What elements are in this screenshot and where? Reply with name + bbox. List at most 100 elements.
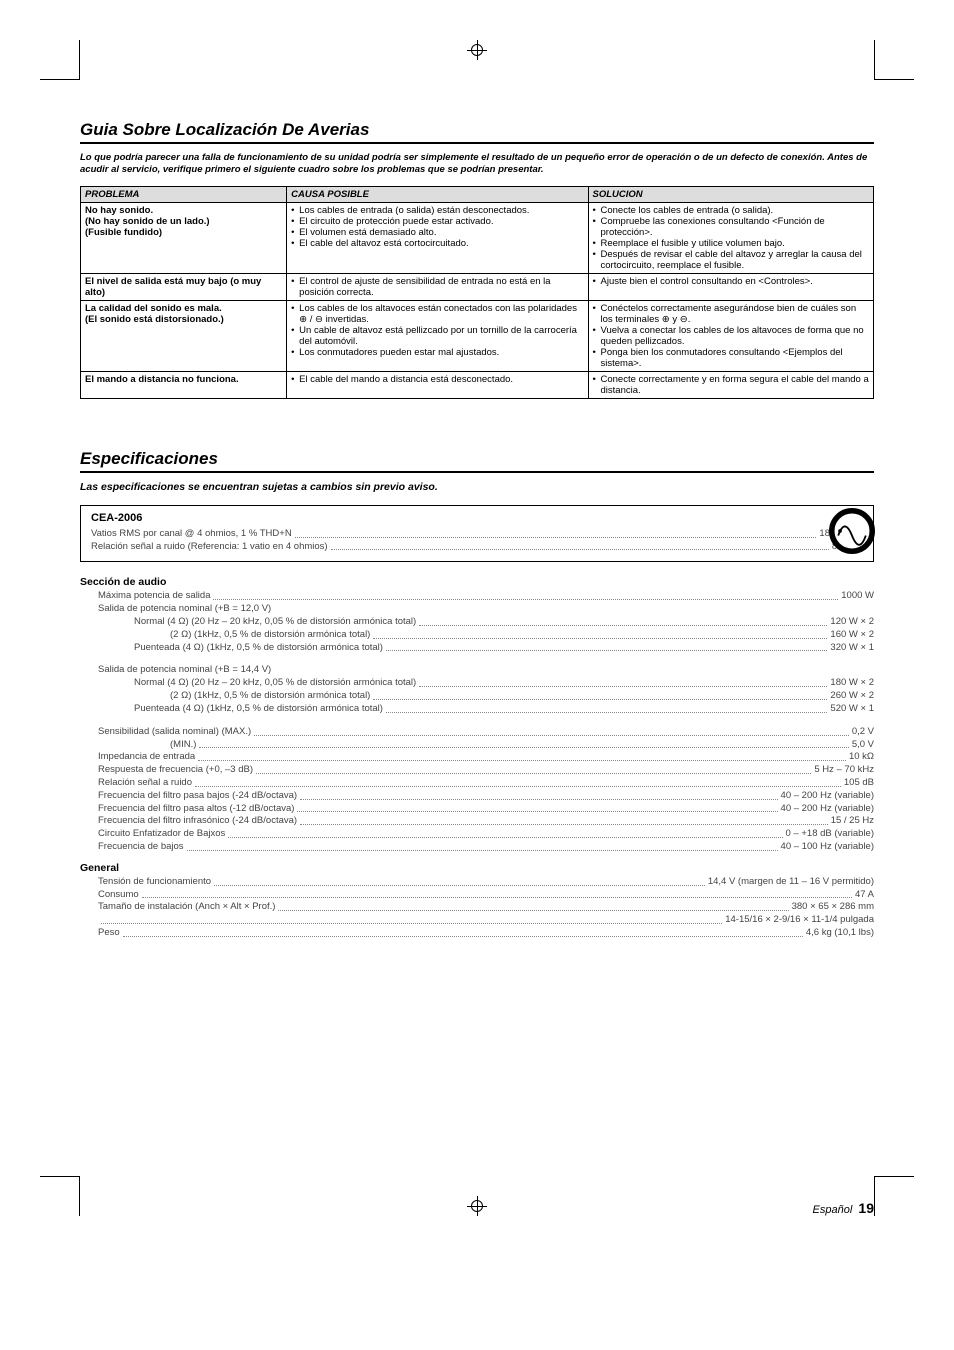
spec-line: Peso 4,6 kg (10,1 lbs) (80, 927, 874, 940)
spec-line: Frecuencia del filtro pasa altos (-12 dB… (80, 803, 874, 816)
crop-mark-tl (40, 40, 80, 80)
cause-cell: El control de ajuste de sensibilidad de … (287, 273, 588, 300)
cea-title: CEA-2006 (91, 512, 863, 524)
spec-label: Consumo (98, 889, 139, 902)
spec-line: Sensibilidad (salida nominal) (MAX.) 0,2 … (80, 726, 874, 739)
spec-label: Puenteada (4 Ω) (1kHz, 0,5 % de distorsi… (134, 642, 383, 655)
spec-line: Circuito Enfatizador de Bajxos 0 – +18 dB… (80, 828, 874, 841)
spec-line: Frecuencia del filtro infrasónico (-24 d… (80, 815, 874, 828)
problem-cell: La calidad del sonido es mala.(El sonido… (81, 300, 287, 371)
spec-line: Relación señal a ruido 105 dB (80, 777, 874, 790)
spec-value: 40 – 200 Hz (variable) (781, 803, 874, 816)
spec-value: 1000 W (841, 590, 874, 603)
header-cause: CAUSA POSIBLE (287, 186, 588, 202)
spec-label: (2 Ω) (1kHz, 0,5 % de distorsión armónic… (170, 629, 370, 642)
spec-label: Frecuencia del filtro pasa altos (-12 dB… (98, 803, 294, 816)
spec-line: (2 Ω) (1kHz, 0,5 % de distorsión armónic… (80, 629, 874, 642)
crop-mark-bl (40, 1176, 80, 1216)
spec-value: 0,2 V (852, 726, 874, 739)
solution-cell: Conecte correctamente y en forma segura … (588, 371, 874, 398)
spec-label: Circuito Enfatizador de Bajxos (98, 828, 225, 841)
spec-value: 160 W × 2 (830, 629, 874, 642)
spec-value: 14,4 V (margen de 11 – 16 V permitido) (708, 876, 874, 889)
solution-cell: Ajuste bien el control consultando en <C… (588, 273, 874, 300)
spec-line: Puenteada (4 Ω) (1kHz, 0,5 % de distorsi… (80, 703, 874, 716)
solution-cell: Conecte los cables de entrada (o salida)… (588, 202, 874, 273)
spec-label: Salida de potencia nominal (+B = 12,0 V) (98, 603, 271, 616)
spec-line: Salida de potencia nominal (+B = 12,0 V) (80, 603, 874, 616)
spec-line: Relación señal a ruido (Referencia: 1 va… (91, 541, 863, 554)
spec-label: Relación señal a ruido (98, 777, 192, 790)
spec-label: Salida de potencia nominal (+B = 14,4 V) (98, 664, 271, 677)
footer-page-number: 19 (858, 1200, 874, 1216)
registration-mark-bottom (467, 1196, 487, 1216)
spec-label: Frecuencia del filtro pasa bajos (-24 dB… (98, 790, 297, 803)
spec-value: 520 W × 1 (830, 703, 874, 716)
header-problem: PROBLEMA (81, 186, 287, 202)
spec-label: Normal (4 Ω) (20 Hz – 20 kHz, 0,05 % de … (134, 616, 416, 629)
spec-line: Vatios RMS por canal @ 4 ohmios, 1 % THD… (91, 528, 863, 541)
spec-line: Normal (4 Ω) (20 Hz – 20 kHz, 0,05 % de … (80, 677, 874, 690)
cea-box: CEA-2006 Vatios RMS por canal @ 4 ohmios… (80, 505, 874, 563)
spec-label: Frecuencia del filtro infrasónico (-24 d… (98, 815, 297, 828)
spec-label: (2 Ω) (1kHz, 0,5 % de distorsión armónic… (170, 690, 370, 703)
spec-value: 0 – +18 dB (variable) (786, 828, 874, 841)
spec-label: Tamaño de instalación (Anch × Alt × Prof… (98, 901, 275, 914)
troubleshooting-table: PROBLEMA CAUSA POSIBLE SOLUCION No hay s… (80, 186, 874, 399)
spec-value: 40 – 200 Hz (variable) (781, 790, 874, 803)
spec-value: 40 – 100 Hz (variable) (781, 841, 874, 854)
audio-title: Sección de audio (80, 576, 874, 588)
general-group: General Tensión de funcionamiento14,4 V … (80, 862, 874, 940)
spec-line: Tensión de funcionamiento14,4 V (margen … (80, 876, 874, 889)
problem-cell: El nivel de salida está muy bajo (o muy … (81, 273, 287, 300)
solution-cell: Conéctelos correctamente asegurándose bi… (588, 300, 874, 371)
specs-subheading: Las especificaciones se encuentran sujet… (80, 481, 874, 493)
spec-label: Respuesta de frecuencia (+0, –3 dB) (98, 764, 253, 777)
troubleshooting-heading: Guia Sobre Localización De Averias (80, 120, 874, 144)
spec-line: Tamaño de instalación (Anch × Alt × Prof… (80, 901, 874, 914)
spec-line: Frecuencia del filtro pasa bajos (-24 dB… (80, 790, 874, 803)
spec-line: Máxima potencia de salida 1000 W (80, 590, 874, 603)
spec-value: 47 A (855, 889, 874, 902)
specs-section: Especificaciones Las especificaciones se… (80, 449, 874, 940)
spec-label: Frecuencia de bajos (98, 841, 184, 854)
spec-value: 4,6 kg (10,1 lbs) (806, 927, 874, 940)
spec-value: 320 W × 1 (830, 642, 874, 655)
cea-badge-icon (829, 508, 875, 554)
spec-label: Sensibilidad (salida nominal) (MAX.) (98, 726, 251, 739)
spec-line: Puenteada (4 Ω) (1kHz, 0,5 % de distorsi… (80, 642, 874, 655)
specs-heading: Especificaciones (80, 449, 874, 473)
spec-value: 5,0 V (852, 739, 874, 752)
spec-label: Relación señal a ruido (Referencia: 1 va… (91, 541, 328, 554)
spec-label: Máxima potencia de salida (98, 590, 210, 603)
spec-value: 10 kΩ (849, 751, 874, 764)
problem-cell: No hay sonido.(No hay sonido de un lado.… (81, 202, 287, 273)
spec-line: Normal (4 Ω) (20 Hz – 20 kHz, 0,05 % de … (80, 616, 874, 629)
spec-label: Puenteada (4 Ω) (1kHz, 0,5 % de distorsi… (134, 703, 383, 716)
spec-value: 15 / 25 Hz (831, 815, 874, 828)
spec-line: Salida de potencia nominal (+B = 14,4 V) (80, 664, 874, 677)
audio-group: Sección de audio Máxima potencia de sali… (80, 576, 874, 853)
spec-line: 14-15/16 × 2-9/16 × 11-1/4 pulgada (80, 914, 874, 927)
spec-value: 105 dB (844, 777, 874, 790)
problem-cell: El mando a distancia no funciona. (81, 371, 287, 398)
cause-cell: Los cables de los altavoces están conect… (287, 300, 588, 371)
crop-mark-br (874, 1176, 914, 1216)
spec-value: 5 Hz – 70 kHz (814, 764, 874, 777)
troubleshooting-section: Guia Sobre Localización De Averias Lo qu… (80, 120, 874, 399)
spec-value: 260 W × 2 (830, 690, 874, 703)
spec-line: (MIN.) 5,0 V (80, 739, 874, 752)
registration-mark-top (467, 40, 487, 60)
footer-language: Español (813, 1204, 853, 1216)
spec-label: Peso (98, 927, 120, 940)
spec-label: Impedancia de entrada (98, 751, 195, 764)
spec-value: 180 W × 2 (830, 677, 874, 690)
spec-label: (MIN.) (170, 739, 196, 752)
spec-line: Consumo 47 A (80, 889, 874, 902)
spec-line: (2 Ω) (1kHz, 0,5 % de distorsión armónic… (80, 690, 874, 703)
spec-line: Impedancia de entrada 10 kΩ (80, 751, 874, 764)
spec-line: Respuesta de frecuencia (+0, –3 dB) 5 Hz … (80, 764, 874, 777)
troubleshooting-intro: Lo que podría parecer una falla de funci… (80, 152, 874, 176)
cause-cell: Los cables de entrada (o salida) están d… (287, 202, 588, 273)
spec-value: 120 W × 2 (830, 616, 874, 629)
